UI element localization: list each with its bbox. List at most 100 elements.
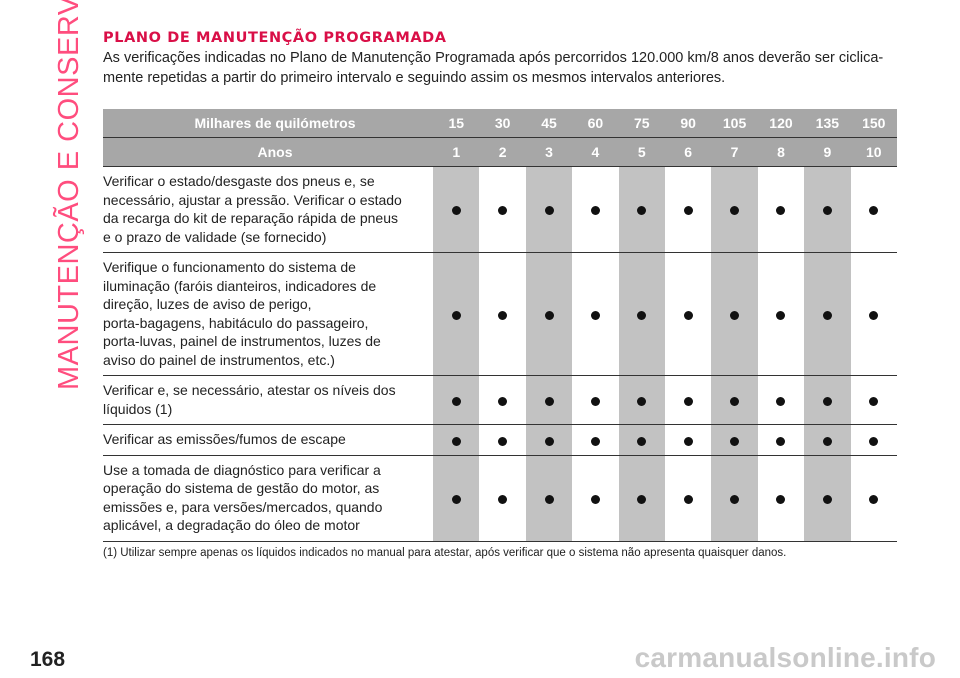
interval-cell (850, 166, 897, 253)
filled-circle-icon (451, 310, 461, 320)
interval-cell (525, 252, 573, 376)
header-years-row-cell: 8 (757, 137, 805, 167)
filled-circle-icon (637, 396, 647, 406)
task-description: Verificar as emissões/fumos de escape (103, 424, 434, 455)
intro-line-2: mente repetidas a partir do primeiro int… (103, 70, 726, 86)
filled-circle-icon (822, 396, 832, 406)
filled-circle-icon (822, 310, 832, 320)
header-km-row: Milhares de quilómetros 15 30 45 60 75 90 105 12… (103, 109, 897, 138)
interval-cell (850, 454, 897, 542)
intro-text: As verificações indicadas no Plano de Ma… (103, 48, 897, 88)
filled-circle-icon (730, 436, 740, 446)
interval-cell (572, 252, 619, 376)
task-description-line: Verifique o funcionamento do sistema de (103, 259, 356, 275)
filled-circle-icon (498, 310, 508, 320)
interval-cell (711, 424, 758, 455)
filled-circle-icon (822, 206, 832, 216)
header-km-row-cell: 30 (479, 109, 526, 138)
interval-cell (618, 454, 665, 542)
filled-circle-icon (637, 494, 647, 504)
filled-circle-icon (869, 494, 879, 504)
interval-cell (664, 166, 712, 253)
task-description-line: Verificar o estado/desgaste dos pneus e,… (103, 173, 375, 189)
interval-cell (664, 252, 712, 376)
filled-circle-icon (730, 310, 740, 320)
filled-circle-icon (451, 494, 461, 504)
filled-circle-icon (451, 436, 461, 446)
header-years-row-cell: 7 (711, 137, 758, 167)
header-years-row-cell: 4 (572, 137, 619, 167)
header-years-row-label: Anos (103, 137, 434, 167)
interval-cell (850, 424, 897, 455)
header-years-row-cell: 10 (850, 137, 897, 167)
task-description-line: Verificar e, se necessário, atestar os n… (103, 382, 396, 398)
filled-circle-icon (869, 396, 879, 406)
interval-cell (711, 375, 758, 425)
filled-circle-icon (544, 396, 554, 406)
header-km-row-cell: 120 (757, 109, 805, 138)
filled-circle-icon (683, 396, 693, 406)
task-description-line: direção, luzes de aviso de perigo, (103, 296, 312, 312)
watermark-text: carmanualsonline.info (634, 642, 936, 673)
interval-cell (525, 375, 573, 425)
interval-cell (479, 424, 526, 455)
table-footnote: (1) Utilizar sempre apenas os líquidos i… (103, 546, 787, 559)
filled-circle-icon (776, 310, 786, 320)
sidebar-section-title: MANUTENÇÃO E CONSERVAÇÃO (53, 0, 85, 390)
task-description: Use a tomada de diagnóstico para verific… (103, 454, 434, 542)
header-km-row-cell: 60 (572, 109, 619, 138)
filled-circle-icon (451, 206, 461, 216)
filled-circle-icon (637, 310, 647, 320)
header-km-row-cell: 15 (433, 109, 480, 138)
section-title: PLANO DE MANUTENÇÃO PROGRAMADA (103, 30, 447, 46)
filled-circle-icon (822, 436, 832, 446)
filled-circle-icon (637, 436, 647, 446)
interval-cell (433, 375, 480, 425)
filled-circle-icon (869, 310, 879, 320)
interval-cell (757, 375, 805, 425)
task-description-line: e o prazo de validade (se fornecido) (103, 228, 327, 245)
header-years-row-cell: 9 (804, 137, 851, 167)
interval-cell (757, 454, 805, 542)
header-km-row-cell: 150 (850, 109, 897, 138)
maintenance-table: Milhares de quilómetros 15 30 45 60 75 90 105 12… (103, 109, 897, 542)
filled-circle-icon (498, 206, 508, 216)
filled-circle-icon (683, 310, 693, 320)
interval-cell (572, 166, 619, 253)
task-description-line: aplicável, a degradação do óleo de motor (103, 517, 360, 533)
filled-circle-icon (498, 396, 508, 406)
filled-circle-icon (544, 494, 554, 504)
intro-line-1: As verificações indicadas no Plano de Ma… (103, 50, 884, 66)
filled-circle-icon (776, 494, 786, 504)
filled-circle-icon (776, 206, 786, 216)
filled-circle-icon (869, 206, 879, 216)
interval-cell (572, 454, 619, 542)
task-description-line: porta-luvas, painel de instrumentos, luz… (103, 333, 381, 349)
filled-circle-icon (683, 436, 693, 446)
header-km-row-cell: 75 (618, 109, 665, 138)
header-years-row-cell: 6 (664, 137, 712, 167)
interval-cell (618, 375, 665, 425)
table-row: Use a tomada de diagnóstico para verific… (103, 454, 897, 542)
header-years-row-cell: 5 (618, 137, 665, 167)
interval-cell (618, 424, 665, 455)
interval-cell (757, 252, 805, 376)
interval-cell (664, 424, 712, 455)
task-description-line: necessário, ajustar a pressão. Verificar… (103, 191, 402, 208)
interval-cell (664, 454, 712, 542)
interval-cell (525, 166, 573, 253)
header-km-row-cell: 135 (804, 109, 851, 138)
filled-circle-icon (590, 494, 600, 504)
task-description-line: emissões e, para versões/mercados, quand… (103, 498, 383, 515)
filled-circle-icon (637, 206, 647, 216)
interval-cell (618, 252, 665, 376)
header-years-row-cell: 1 (433, 137, 480, 167)
header-years-row: Anos 1 2 3 4 5 6 7 8 9 10 (103, 137, 897, 167)
filled-circle-icon (590, 310, 600, 320)
interval-cell (804, 375, 851, 425)
interval-cell (479, 166, 526, 253)
filled-circle-icon (498, 494, 508, 504)
interval-cell (525, 424, 573, 455)
interval-cell (850, 252, 897, 376)
filled-circle-icon (590, 396, 600, 406)
